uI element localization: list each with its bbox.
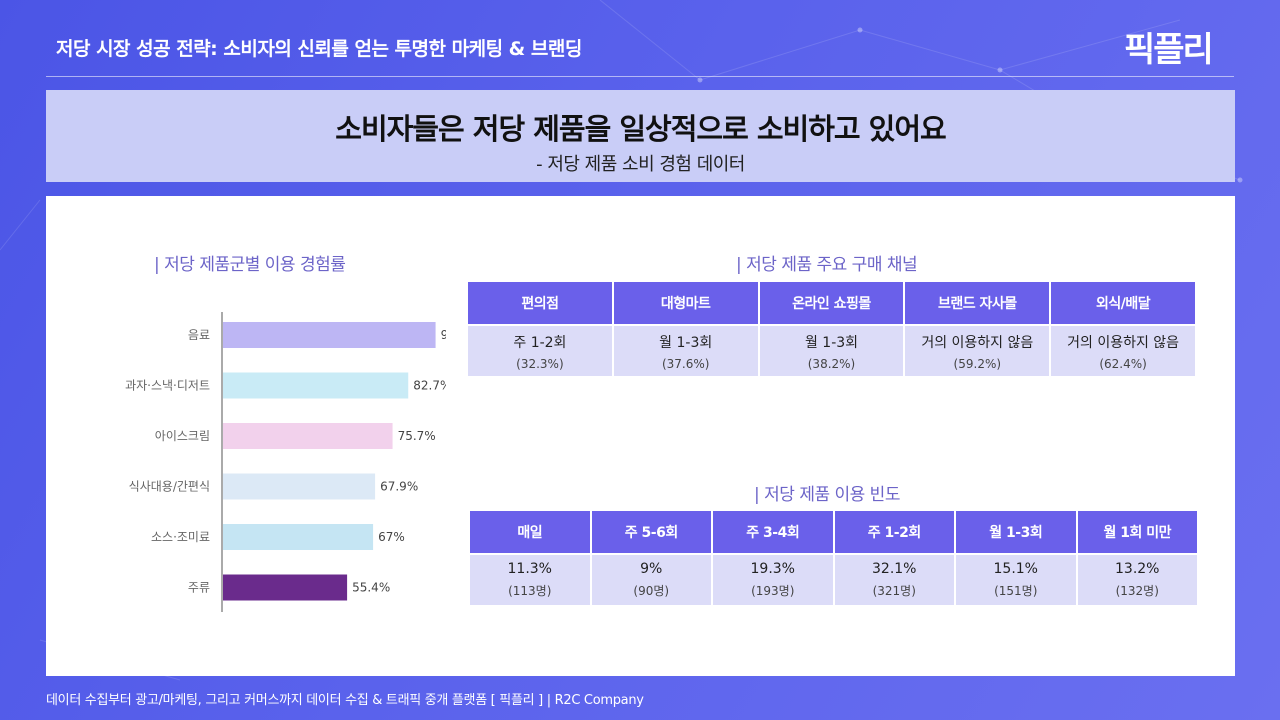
- frequency-count: (90명): [633, 584, 670, 598]
- channel-frequency: 거의 이용하지 않음: [921, 334, 1034, 351]
- chart-category-label: 음료: [188, 328, 210, 342]
- chart-bar: [223, 372, 409, 399]
- chart-category-label: 주류: [188, 581, 210, 595]
- channel-value-cell: 거의 이용하지 않음 (59.2%): [905, 326, 1050, 376]
- page-top-title: 저당 시장 성공 전략: 소비자의 신뢰를 얻는 투명한 마케팅 & 브랜딩: [56, 38, 582, 60]
- frequency-value-cell: 19.3% (193명): [713, 555, 833, 605]
- frequency-header-cell: 월 1-3회: [956, 511, 1076, 553]
- channel-frequency: 거의 이용하지 않음: [1067, 334, 1180, 351]
- frequency-header-row: 매일 주 5-6회 주 3-4회 주 1-2회 월 1-3회 월 1회 미만: [470, 511, 1197, 553]
- channel-header-cell: 외식/배달: [1051, 282, 1195, 324]
- chart-category-label: 과자·스낵·디저트: [125, 379, 210, 393]
- chart-category-label: 아이스크림: [155, 429, 210, 443]
- chart-category-label: 소스·조미료: [151, 530, 210, 544]
- table-row: 11.3% (113명) 9% (90명) 19.3% (193명) 32.1% (32…: [470, 555, 1197, 605]
- chart-bar: [223, 473, 376, 500]
- channel-header-row: 편의점 대형마트 온라인 쇼핑몰 브랜드 자사몰 외식/배달: [468, 282, 1195, 324]
- frequency-table: 매일 주 5-6회 주 3-4회 주 1-2회 월 1-3회 월 1회 미만 1…: [468, 509, 1199, 607]
- header-divider: [46, 76, 1234, 77]
- headline-banner: 소비자들은 저당 제품을 일상적으로 소비하고 있어요 - 저당 제품 소비 경…: [46, 90, 1235, 182]
- frequency-count: (151명): [994, 584, 1038, 598]
- frequency-count: (321명): [872, 584, 916, 598]
- table-row: 주 1-2회 (32.3%) 월 1-3회 (37.6%) 월 1-3회 (38.2%…: [468, 326, 1195, 376]
- frequency-header-cell: 주 1-2회: [834, 511, 954, 553]
- channel-percent: (37.6%): [661, 356, 710, 371]
- frequency-header-cell: 매일: [470, 511, 590, 553]
- channel-value-cell: 주 1-2회 (32.3%): [468, 326, 612, 376]
- frequency-count: (193명): [751, 584, 795, 598]
- frequency-value-cell: 13.2% (132명): [1077, 555, 1197, 605]
- chart-bar: [223, 322, 436, 348]
- chart-value-label: 82.7%: [413, 379, 446, 393]
- channel-frequency: 주 1-2회: [513, 334, 567, 351]
- channel-table: 편의점 대형마트 온라인 쇼핑몰 브랜드 자사몰 외식/배달 주 1-2회 (32…: [466, 280, 1197, 378]
- chart-category-label: 식사대용/간편식: [129, 480, 210, 494]
- frequency-percent: 15.1%: [993, 561, 1038, 577]
- chart-value-label: 67.9%: [380, 480, 418, 494]
- channel-percent: (32.3%): [516, 356, 564, 371]
- channel-frequency: 월 1-3회: [804, 334, 859, 351]
- channel-value-cell: 월 1-3회 (38.2%): [759, 326, 904, 376]
- channel-value-cell: 거의 이용하지 않음 (62.4%): [1051, 326, 1195, 376]
- channel-percent: (38.2%): [807, 356, 856, 371]
- channel-table-title: | 저당 제품 주요 구매 채널: [736, 255, 918, 275]
- channel-percent: (59.2%): [953, 356, 1002, 371]
- frequency-table-title: | 저당 제품 이용 빈도: [754, 485, 900, 505]
- channel-header-cell: 대형마트: [613, 282, 758, 324]
- frequency-count: (132명): [1115, 584, 1159, 598]
- usage-bar-chart: 음료 94.9% 과자·스낵·디저트 82.7% 아이스크림 75.7% 식사대용/간편식 6…: [125, 312, 446, 612]
- headline-subtitle: - 저당 제품 소비 경험 데이터: [536, 154, 745, 175]
- frequency-value-cell: 9% (90명): [591, 555, 711, 605]
- chart-value-label: 67%: [378, 530, 405, 544]
- chart-bar: [223, 574, 348, 601]
- frequency-header-cell: 주 5-6회: [591, 511, 711, 553]
- channel-header-cell: 온라인 쇼핑몰: [759, 282, 904, 324]
- channel-frequency: 월 1-3회: [659, 334, 713, 351]
- content-panel: | 저당 제품군별 이용 경험률 음료 94.9% 과자·스낵·디저트 82.7% 아이…: [46, 196, 1235, 676]
- channel-header-cell: 편의점: [468, 282, 612, 324]
- frequency-percent: 9%: [640, 561, 663, 577]
- frequency-percent: 13.2%: [1115, 561, 1160, 577]
- headline-title: 소비자들은 저당 제품을 일상적으로 소비하고 있어요: [335, 112, 946, 146]
- chart-value-label: 55.4%: [352, 581, 390, 595]
- chart-value-label: 75.7%: [398, 429, 436, 443]
- frequency-count: (113명): [508, 584, 552, 598]
- frequency-value-cell: 32.1% (321명): [834, 555, 954, 605]
- channel-percent: (62.4%): [1099, 356, 1147, 371]
- footer-text: 데이터 수집부터 광고/마케팅, 그리고 커머스까지 데이터 수집 & 트래픽 …: [46, 693, 644, 708]
- chart-bar: [223, 423, 393, 449]
- frequency-value-cell: 15.1% (151명): [956, 555, 1076, 605]
- frequency-percent: 19.3%: [750, 561, 795, 577]
- usage-chart-title: | 저당 제품군별 이용 경험률: [154, 255, 346, 275]
- frequency-percent: 11.3%: [507, 561, 552, 577]
- frequency-value-cell: 11.3% (113명): [470, 555, 590, 605]
- frequency-header-cell: 주 3-4회: [713, 511, 833, 553]
- frequency-header-cell: 월 1회 미만: [1077, 511, 1197, 553]
- channel-header-cell: 브랜드 자사몰: [905, 282, 1050, 324]
- channel-value-cell: 월 1-3회 (37.6%): [613, 326, 758, 376]
- frequency-percent: 32.1%: [872, 561, 917, 577]
- chart-value-label: 94.9%: [441, 328, 446, 342]
- brand-logo: 픽플리: [1124, 30, 1214, 70]
- chart-bar: [223, 524, 374, 550]
